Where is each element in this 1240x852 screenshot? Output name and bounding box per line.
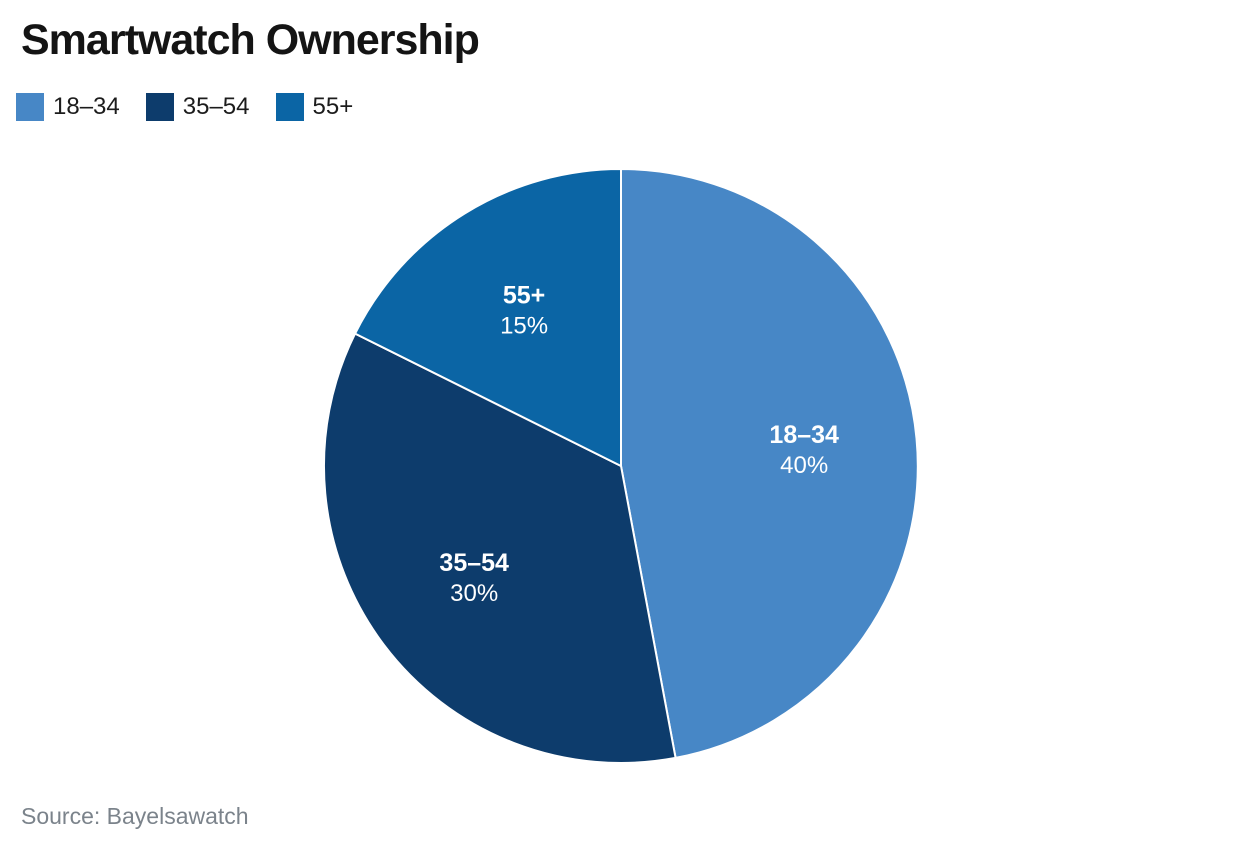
legend-label: 18–34 — [53, 93, 120, 120]
slice-label-55+: 55+ — [503, 282, 545, 310]
legend: 18–34 35–54 55+ — [16, 93, 353, 121]
pie-slice-55+[interactable] — [354, 168, 622, 467]
slice-label-18–34: 18–34 — [769, 421, 839, 449]
slice-percent-55+: 15% — [500, 313, 548, 340]
source-caption: Source: Bayelsawatch — [21, 803, 249, 829]
chart-title: Smartwatch Ownership — [21, 16, 480, 64]
pie-slice-18–34[interactable] — [620, 168, 919, 759]
legend-swatch — [275, 93, 304, 121]
legend-swatch — [145, 93, 174, 121]
slice-percent-35–54: 30% — [450, 580, 498, 607]
legend-swatch — [16, 93, 44, 121]
legend-item-18–34: 18–34 — [16, 93, 120, 121]
slice-percent-18–34: 40% — [780, 452, 828, 479]
legend-item-55+: 55+ — [275, 93, 354, 121]
legend-label: 55+ — [312, 93, 354, 120]
legend-label: 35–54 — [182, 93, 250, 120]
pie-slice-35–54[interactable] — [323, 332, 677, 764]
slice-label-35–54: 35–54 — [439, 549, 509, 577]
legend-item-35–54: 35–54 — [145, 93, 250, 121]
